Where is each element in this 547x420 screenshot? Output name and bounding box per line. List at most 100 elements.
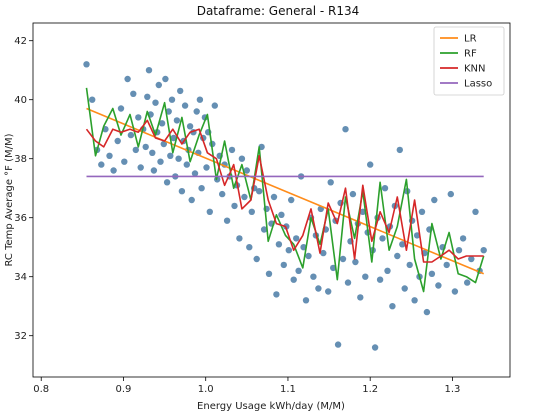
x-tick-label: 1.3 bbox=[444, 384, 460, 395]
data-point bbox=[342, 126, 349, 133]
data-point bbox=[211, 102, 218, 109]
data-point bbox=[89, 96, 96, 103]
legend-box bbox=[433, 26, 505, 96]
y-tick-label: 36 bbox=[14, 213, 27, 224]
data-point bbox=[406, 261, 413, 269]
data-point bbox=[278, 211, 285, 218]
x-tick-label: 0.9 bbox=[116, 384, 132, 395]
data-point bbox=[270, 193, 278, 201]
data-point bbox=[157, 158, 164, 165]
data-point bbox=[238, 155, 246, 162]
data-point bbox=[275, 241, 283, 248]
data-point bbox=[177, 87, 184, 95]
legend-label: LR bbox=[464, 34, 477, 45]
series-line-knn bbox=[85, 119, 484, 263]
data-point bbox=[459, 235, 467, 242]
data-point bbox=[150, 167, 158, 174]
data-point bbox=[381, 185, 389, 192]
data-point bbox=[399, 241, 406, 248]
data-point bbox=[334, 341, 342, 348]
data-point bbox=[253, 255, 260, 263]
data-point bbox=[121, 158, 128, 165]
series-line-rf bbox=[85, 87, 485, 293]
x-axis: 0.8 0.9 1.0 1.1 1.2 1.3 bbox=[33, 377, 460, 395]
y-tick-label: 32 bbox=[14, 331, 27, 342]
legend: LR RF KNN Lasso bbox=[433, 26, 505, 96]
y-tick-label: 34 bbox=[14, 272, 27, 283]
data-point bbox=[198, 185, 205, 192]
data-point bbox=[124, 75, 131, 83]
data-point bbox=[152, 99, 159, 106]
data-point bbox=[344, 279, 352, 286]
data-point bbox=[401, 285, 408, 292]
data-point bbox=[435, 282, 442, 289]
data-point bbox=[142, 143, 149, 151]
data-point bbox=[472, 208, 479, 215]
data-point bbox=[191, 170, 199, 177]
data-point bbox=[158, 120, 166, 127]
data-point bbox=[384, 267, 391, 274]
x-axis-title: Energy Usage kWh/day (M/M) bbox=[197, 401, 345, 412]
data-point bbox=[206, 208, 213, 215]
data-point bbox=[160, 140, 167, 148]
data-point bbox=[168, 96, 176, 103]
data-point bbox=[327, 179, 334, 186]
data-point bbox=[464, 279, 471, 286]
data-point bbox=[114, 137, 121, 145]
data-point bbox=[241, 193, 248, 201]
data-point bbox=[305, 252, 312, 260]
data-point bbox=[349, 190, 357, 198]
plot-area bbox=[83, 61, 487, 351]
y-axis-title: RC Temp Average °F (M/M) bbox=[4, 133, 15, 266]
x-tick-label: 0.8 bbox=[33, 384, 49, 395]
data-point bbox=[480, 247, 487, 254]
data-point bbox=[248, 208, 255, 215]
data-point bbox=[411, 297, 418, 304]
data-point bbox=[367, 161, 374, 168]
data-point bbox=[260, 226, 268, 233]
data-point bbox=[223, 217, 231, 224]
y-tick-label: 38 bbox=[14, 154, 27, 165]
y-axis: 32 34 36 38 40 42 bbox=[14, 36, 33, 342]
data-point bbox=[106, 152, 113, 159]
data-point bbox=[339, 255, 347, 263]
data-point bbox=[394, 252, 401, 260]
y-tick-label: 42 bbox=[14, 36, 27, 47]
data-point bbox=[315, 285, 322, 292]
data-point bbox=[193, 108, 200, 115]
data-point bbox=[423, 308, 431, 316]
data-point bbox=[145, 67, 153, 74]
data-point bbox=[219, 190, 226, 198]
x-tick-label: 1.1 bbox=[280, 384, 296, 395]
data-point bbox=[302, 297, 310, 304]
data-point bbox=[455, 247, 463, 254]
data-point bbox=[362, 273, 369, 280]
data-point bbox=[228, 146, 236, 154]
data-point bbox=[443, 261, 450, 269]
data-point bbox=[265, 270, 273, 277]
data-point bbox=[181, 102, 189, 109]
x-tick-label: 1.2 bbox=[362, 384, 378, 395]
data-point bbox=[310, 273, 317, 280]
data-point bbox=[117, 105, 125, 112]
y-tick-label: 40 bbox=[14, 95, 27, 106]
data-point bbox=[110, 167, 117, 174]
data-point bbox=[175, 155, 182, 162]
data-point bbox=[137, 164, 144, 171]
data-point bbox=[352, 258, 359, 266]
data-point bbox=[447, 190, 454, 198]
data-point bbox=[273, 291, 280, 298]
data-point bbox=[359, 208, 366, 215]
data-point bbox=[173, 117, 181, 124]
data-point bbox=[295, 267, 302, 274]
data-point bbox=[431, 196, 438, 204]
data-point bbox=[135, 114, 142, 121]
data-point bbox=[256, 188, 263, 195]
data-point bbox=[389, 303, 396, 310]
data-point bbox=[203, 164, 210, 171]
data-point bbox=[98, 161, 105, 168]
data-point bbox=[155, 81, 162, 89]
data-point bbox=[320, 249, 327, 257]
data-point bbox=[246, 244, 253, 251]
data-point bbox=[178, 188, 186, 195]
